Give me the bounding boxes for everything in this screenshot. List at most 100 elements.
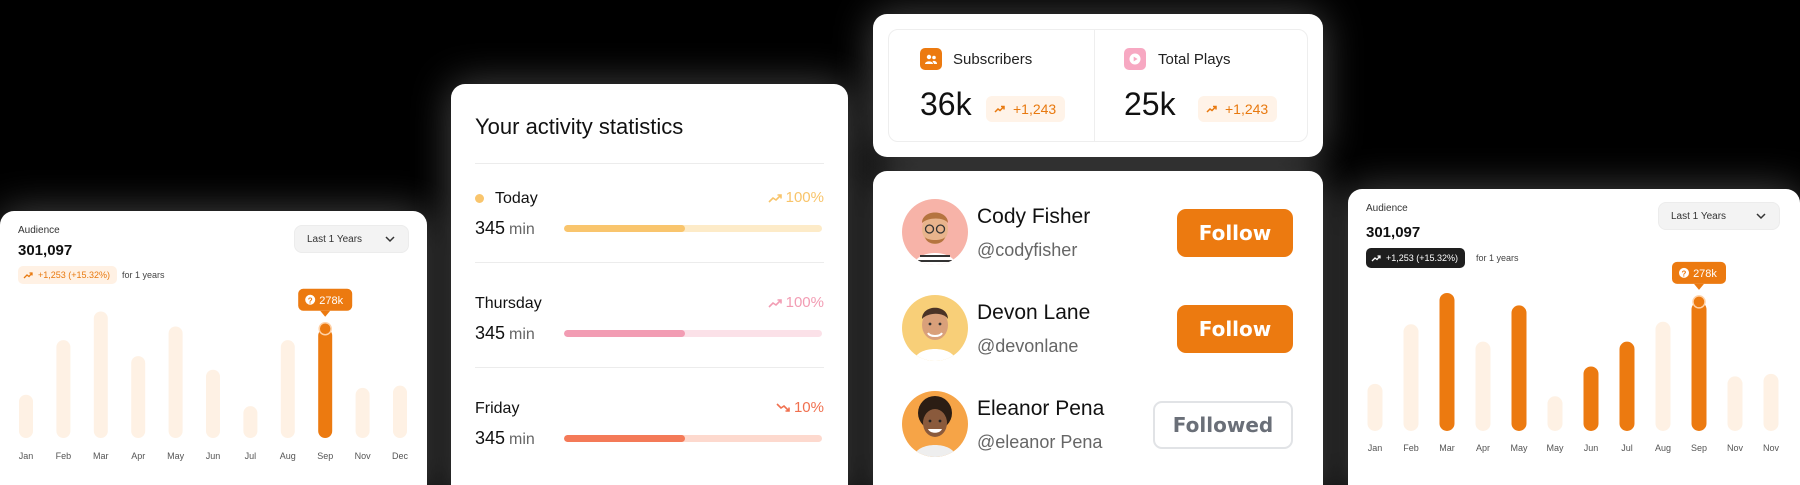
x-tick-label: Apr: [1476, 443, 1490, 453]
avatar: [902, 295, 968, 361]
people-card: Cody Fisher @codyfisher Follow Devon Lan…: [873, 171, 1323, 485]
activity-progress: [564, 435, 822, 442]
trend-up-icon: [1371, 255, 1381, 262]
chart-tooltip-pointer: [1694, 283, 1704, 290]
trend-up-icon: [1206, 105, 1217, 113]
x-tick-label: May: [167, 451, 185, 461]
x-tick-label: Sep: [1691, 443, 1707, 453]
x-tick-label: Nov: [355, 451, 372, 461]
activity-progress: [564, 225, 822, 232]
x-tick-label: Jan: [1368, 443, 1383, 453]
chart-tooltip-pointer: [320, 310, 331, 317]
audience-label: Audience: [1366, 203, 1408, 214]
x-tick-label: Aug: [1655, 443, 1671, 453]
x-tick-label: Mar: [93, 451, 109, 461]
chart-bar: [1475, 341, 1491, 431]
chart-tooltip-value: 278k: [319, 295, 343, 307]
chart-bar: [1583, 366, 1599, 431]
stat-value: 36k: [920, 86, 972, 122]
activity-minutes-unit: min: [509, 221, 535, 238]
period-dropdown[interactable]: Last 1 Years: [1658, 202, 1780, 230]
activity-progress-fill: [564, 225, 686, 232]
stats-inner-panel: [888, 29, 1308, 142]
activity-minutes: 345 min: [475, 323, 535, 344]
x-tick-label: Sep: [317, 451, 333, 461]
chart-bar: [56, 340, 71, 438]
stat-delta-value: +1,243: [1013, 101, 1057, 117]
delta-badge: +1,253 (+15.32%): [18, 266, 118, 284]
activity-pct-value: 100%: [785, 294, 824, 311]
period-dropdown-label: Last 1 Years: [1671, 210, 1727, 222]
avatar: [902, 199, 968, 265]
person-handle: @devonlane: [977, 336, 1079, 356]
audience-value: 301,097: [1366, 224, 1421, 241]
chart-bar: [131, 356, 146, 438]
person-handle: @eleanor Pena: [977, 432, 1103, 452]
audience-card-right: Audience 301,097 Last 1 Years +1,253 (+1…: [1348, 189, 1800, 485]
chart-bar: [318, 328, 333, 438]
stats-card: Subscribers 36k +1,243 Total Plays 25k +…: [873, 14, 1323, 157]
x-tick-label: May: [1510, 443, 1528, 453]
chart-bar: [1763, 373, 1779, 431]
chart-bar: [1691, 301, 1707, 431]
stat-value: 25k: [1124, 86, 1176, 122]
audience-bar-chart: Jan Feb Mar Apr May May Jun Jul Aug Sep Nov Nov? 278…: [1367, 261, 1779, 453]
chart-bar: [355, 387, 370, 438]
info-icon: [305, 294, 316, 305]
x-tick-label: Feb: [56, 451, 72, 461]
activity-progress: [564, 330, 822, 337]
trend-up-icon: [768, 298, 782, 308]
chart-bar: [280, 340, 295, 438]
x-tick-label: Apr: [131, 451, 145, 461]
activity-minutes-unit: min: [509, 326, 535, 343]
chart-bar: [393, 385, 407, 438]
person-name: Eleanor Pena: [977, 397, 1105, 420]
divider: [475, 262, 824, 263]
x-tick-label: Nov: [1727, 443, 1744, 453]
x-tick-label: Jun: [1584, 443, 1599, 453]
audience-card-left: Audience 301,097 Last 1 Years +1,253 (+1…: [0, 211, 427, 485]
info-icon-glyph: ?: [308, 296, 313, 305]
stat-label: Total Plays: [1158, 51, 1231, 68]
activity-title: Your activity statistics: [475, 114, 684, 139]
trend-up-icon: [768, 193, 782, 203]
x-tick-label: Jul: [1621, 443, 1633, 453]
info-icon: [1679, 267, 1689, 278]
activity-day: Friday: [475, 400, 520, 417]
activity-pct: 10%: [776, 399, 824, 416]
chart-tooltip-box: [298, 288, 353, 311]
period-dropdown[interactable]: Last 1 Years: [294, 225, 409, 253]
delta-badge: +1,253 (+15.32%): [1366, 248, 1466, 268]
divider: [475, 367, 824, 368]
chart-bar: [1439, 292, 1455, 431]
x-tick-label: Feb: [1403, 443, 1419, 453]
activity-card: Your activity statistics Today 100% 345 m…: [451, 84, 848, 485]
stats-separator: [1094, 30, 1095, 141]
x-tick-label: Mar: [1439, 443, 1455, 453]
chart-point-marker: [318, 322, 332, 336]
followed-button[interactable]: Followed: [1153, 401, 1293, 449]
activity-minutes: 345 min: [475, 428, 535, 449]
delta-value: +1,253 (+15.32%): [1386, 253, 1459, 263]
avatar: [902, 391, 968, 457]
chart-tooltip-value: 278k: [1693, 268, 1717, 280]
x-tick-label: Jul: [245, 451, 257, 461]
audience-bar-chart: Jan Feb Mar Apr May Jun Jul Aug Sep Nov Dec? 278k: [19, 288, 409, 461]
chart-bar: [1727, 376, 1743, 431]
chart-tooltip-box: [1672, 261, 1726, 284]
divider: [475, 163, 824, 164]
chart-bar: [93, 311, 108, 438]
person-handle: @codyfisher: [977, 240, 1078, 260]
activity-pct: 100%: [768, 294, 824, 311]
period-text: for 1 years: [1476, 253, 1519, 263]
audience-value: 301,097: [18, 242, 73, 259]
x-tick-label: Dec: [392, 451, 409, 461]
users-icon: [920, 48, 942, 70]
activity-progress-fill: [564, 435, 686, 442]
period-text: for 1 years: [122, 270, 165, 280]
trend-up-icon: [994, 105, 1005, 113]
x-tick-label: May: [1546, 443, 1564, 453]
follow-button[interactable]: Follow: [1177, 305, 1293, 353]
follow-button[interactable]: Follow: [1177, 209, 1293, 257]
chevron-down-icon: [385, 236, 395, 243]
